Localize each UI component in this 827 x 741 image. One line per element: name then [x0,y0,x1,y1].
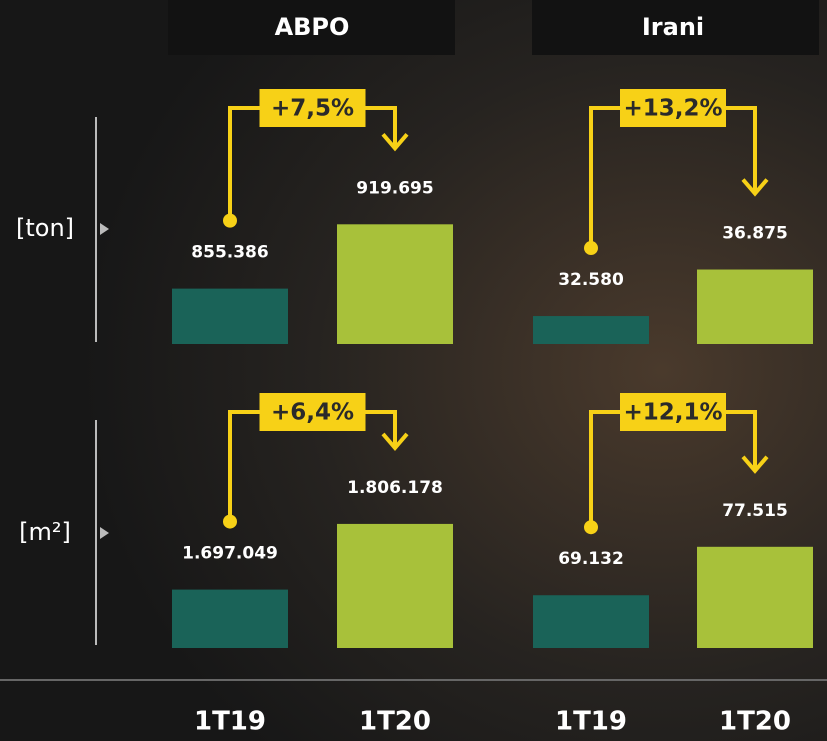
header-box [532,0,819,55]
change-arrowhead [381,432,409,451]
x-tick-label: 1T20 [719,707,791,737]
bar [337,224,453,344]
row-label: [m²] [19,518,71,546]
bar [533,316,649,344]
value-label: 36.875 [722,224,788,244]
bar [697,269,813,344]
value-label: 1.806.178 [347,478,443,498]
bar [172,589,288,648]
change-dot [223,213,237,228]
change-arrowhead [381,133,409,152]
value-label: 32.580 [558,270,624,290]
bar [337,523,453,648]
value-label: 1.697.049 [182,544,278,564]
change-dot [223,514,237,529]
change-box [620,393,726,431]
bar [697,546,813,648]
value-label: 77.515 [722,501,788,521]
value-label: 855.386 [191,243,268,263]
column-title: Irani [642,13,704,41]
change-label: +6,4% [271,400,354,426]
change-box [259,89,366,127]
bar [172,288,288,344]
change-arrowhead [741,455,769,474]
value-label: 69.132 [558,549,624,569]
bar [533,595,649,648]
row-pointer [100,223,109,235]
change-dot [584,520,598,535]
x-tick-label: 1T19 [194,707,266,737]
change-box [259,393,366,431]
change-box [620,89,726,127]
change-label: +13,2% [623,96,722,122]
header-box [168,0,455,55]
change-arrowhead [741,178,769,197]
column-title: ABPO [275,13,350,41]
change-dot [584,241,598,256]
change-label: +7,5% [271,96,354,122]
change-label: +12,1% [623,400,722,426]
x-tick-label: 1T19 [555,707,627,737]
row-pointer [100,527,109,539]
row-label: [ton] [16,214,74,242]
x-tick-label: 1T20 [359,707,431,737]
value-label: 919.695 [356,178,433,198]
